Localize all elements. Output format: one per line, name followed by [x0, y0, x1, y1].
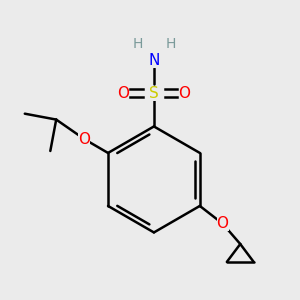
- Text: H: H: [165, 38, 176, 51]
- Text: H: H: [132, 38, 142, 51]
- Text: O: O: [178, 85, 190, 100]
- Text: N: N: [148, 53, 160, 68]
- Text: S: S: [149, 85, 159, 100]
- Text: O: O: [79, 132, 91, 147]
- Text: O: O: [217, 216, 229, 231]
- Text: O: O: [117, 85, 129, 100]
